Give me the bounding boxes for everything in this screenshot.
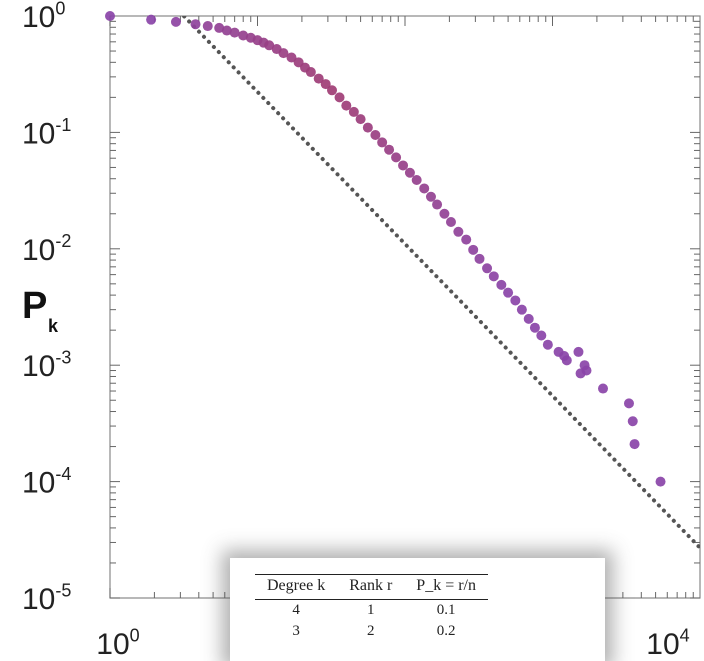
table-cell: 0.1: [436, 602, 456, 618]
x-tick-label: 100: [96, 625, 139, 661]
y-tick-label: 10-1: [22, 115, 71, 151]
data-point: [377, 137, 388, 148]
data-point: [581, 365, 592, 376]
table-header-row: Degree k Rank r P_k = r/n: [255, 574, 488, 600]
table-cell: 2: [366, 623, 375, 639]
data-point: [510, 295, 521, 306]
data-point: [516, 304, 527, 315]
data-point: [561, 355, 572, 366]
data-point: [313, 73, 324, 84]
data-point: [627, 416, 638, 427]
data-point: [305, 67, 316, 78]
table-header: P_k = r/n: [404, 574, 488, 600]
data-point: [398, 160, 409, 171]
data-point: [238, 30, 249, 41]
data-point: [355, 114, 366, 125]
data-point: [348, 106, 359, 117]
data-point: [170, 16, 181, 27]
data-point: [391, 152, 402, 163]
power-law-fit-line: [181, 16, 700, 550]
y-tick-label: 10-3: [22, 348, 71, 384]
data-point: [598, 383, 609, 394]
table-row: 3 2 0.2: [255, 621, 488, 642]
data-point: [629, 439, 640, 450]
data-point: [341, 100, 352, 111]
data-point: [384, 144, 395, 155]
data-point: [529, 322, 540, 333]
data-point: [439, 208, 450, 219]
y-tick-label: 10-5: [22, 580, 71, 616]
data-point: [425, 191, 436, 202]
data-point: [461, 234, 472, 245]
rank-table: Degree k Rank r P_k = r/n 4 1 0.1 3 2 0.…: [255, 574, 488, 642]
y-axis-label: P k: [22, 285, 59, 336]
data-point: [542, 339, 553, 350]
data-point: [488, 271, 499, 282]
data-point: [214, 22, 225, 33]
data-point: [327, 85, 338, 96]
data-point: [411, 175, 422, 186]
table-header: Degree k: [255, 574, 338, 600]
data-point: [496, 279, 507, 290]
data-point: [623, 398, 634, 409]
table-cell: 4: [292, 602, 300, 618]
data-point: [278, 48, 289, 59]
data-point: [362, 122, 373, 133]
data-point: [655, 476, 666, 487]
y-tick-label: 10-2: [22, 231, 71, 267]
data-point: [370, 129, 381, 140]
data-point: [320, 79, 331, 90]
data-point: [229, 27, 240, 38]
data-point: [536, 330, 547, 341]
table-cell: 1: [366, 602, 375, 618]
data-point: [202, 21, 213, 32]
data-points: [105, 11, 666, 487]
table-header: Rank r: [337, 574, 405, 600]
data-point: [146, 14, 157, 25]
data-point: [419, 183, 430, 194]
data-point: [474, 253, 485, 264]
axis-ticks: [109, 16, 700, 599]
data-point: [432, 199, 443, 210]
data-point: [468, 244, 479, 255]
data-point: [404, 167, 415, 178]
tick-labels: 100 10-1 10-2 10-3 10-4 10-5 100 104: [22, 0, 690, 661]
data-point: [105, 11, 115, 21]
data-point: [573, 346, 584, 357]
table-cell: 0.2: [436, 623, 456, 639]
data-point: [482, 263, 493, 274]
y-axis-label-subscript: k: [48, 316, 59, 336]
data-point: [286, 52, 297, 63]
x-tick-label: 104: [646, 625, 689, 661]
data-point: [523, 313, 534, 324]
table-cell: 3: [292, 623, 300, 639]
data-point: [445, 216, 456, 227]
data-point: [453, 226, 464, 237]
data-point: [221, 25, 232, 36]
data-point: [334, 92, 345, 103]
inset-table-panel: Degree k Rank r P_k = r/n 4 1 0.1 3 2 0.…: [230, 558, 605, 661]
y-tick-label: 10-4: [22, 464, 71, 500]
plot-frame: [109, 15, 701, 599]
y-tick-label: 100: [22, 0, 65, 34]
data-point: [264, 40, 275, 51]
fit-line: [181, 16, 700, 550]
data-point: [503, 287, 514, 298]
y-axis-label-main: P: [22, 285, 47, 327]
data-point: [190, 19, 201, 30]
table-row: 4 1 0.1: [255, 600, 488, 622]
